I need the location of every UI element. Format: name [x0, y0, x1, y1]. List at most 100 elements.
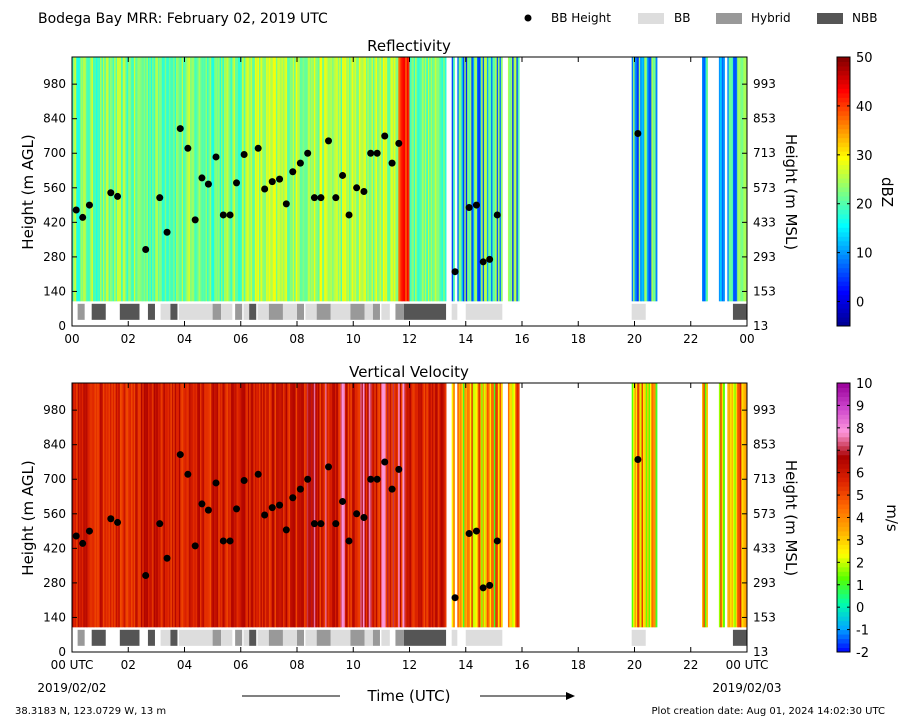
- heatmap-cell: [644, 383, 647, 628]
- colorbar-cell: [837, 544, 850, 550]
- colorbar-tick-label: 10: [856, 377, 873, 392]
- classification-segment-hybrid: [268, 303, 283, 320]
- heatmap-cell: [471, 383, 474, 628]
- heatmap-cell: [101, 57, 104, 302]
- heatmap-cell: [457, 57, 460, 302]
- heatmap-cell: [451, 57, 454, 302]
- bb-height-point: [72, 532, 80, 540]
- heatmap-cell: [105, 383, 108, 628]
- heatmap-cell: [256, 383, 259, 628]
- heatmap-cell: [86, 383, 88, 628]
- heatmap-cell: [104, 383, 107, 628]
- y-tick-label: 420: [43, 215, 66, 229]
- heatmap-cell: [468, 383, 471, 628]
- heatmap-cell: [482, 57, 485, 302]
- heatmap-cell: [72, 57, 74, 302]
- heatmap-cell: [444, 383, 447, 628]
- heatmap-cell: [364, 57, 367, 302]
- heatmap-cell: [735, 57, 738, 302]
- heatmap-cell: [249, 57, 251, 302]
- heatmap-cell: [237, 57, 240, 302]
- reflectivity-ylabel-right: Height (m MSL): [782, 134, 800, 250]
- bb-height-point: [360, 514, 368, 521]
- heatmap-cell: [124, 383, 126, 628]
- heatmap-cell: [131, 57, 133, 302]
- heatmap-cell: [396, 57, 399, 302]
- heatmap-cell: [512, 57, 514, 302]
- heatmap-cell: [73, 383, 76, 628]
- bb-height-point: [493, 211, 501, 219]
- heatmap-cell: [372, 383, 375, 628]
- heatmap-cell: [514, 383, 517, 628]
- heatmap-cell: [496, 383, 499, 628]
- heatmap-cell: [322, 383, 325, 628]
- heatmap-cell: [354, 57, 357, 302]
- heatmap-cell: [326, 57, 329, 302]
- heatmap-cell: [160, 383, 163, 628]
- colorbar-cell: [837, 164, 850, 170]
- heatmap-cell: [385, 383, 388, 628]
- bb-height-point: [493, 537, 501, 545]
- heatmap-cell: [500, 383, 503, 628]
- bb-height-point: [204, 180, 212, 188]
- heatmap-cell: [419, 383, 422, 628]
- heatmap-cell: [226, 57, 229, 302]
- heatmap-cell: [486, 383, 489, 628]
- heatmap-cell: [212, 57, 215, 302]
- classification-segment-nbb: [732, 629, 747, 646]
- heatmap-cell: [706, 383, 709, 628]
- heatmap-cell: [409, 383, 412, 628]
- heatmap-cell: [495, 383, 498, 628]
- y-tick-label: 980: [43, 403, 66, 417]
- heatmap-cell: [177, 383, 180, 628]
- heatmap-cell: [308, 57, 311, 302]
- bb-height-point: [233, 505, 241, 513]
- bb-height-point: [176, 125, 184, 133]
- heatmap-cell: [135, 383, 138, 628]
- heatmap-cell: [121, 383, 124, 628]
- heatmap-cell: [309, 383, 312, 628]
- x-tick-label: 00 UTC: [726, 658, 769, 672]
- y-tick-label-right: 573: [753, 181, 776, 195]
- heatmap-cell: [402, 57, 405, 302]
- heatmap-cell: [83, 383, 86, 628]
- colorbar-cell: [837, 409, 850, 415]
- colorbar-cell: [837, 504, 850, 510]
- heatmap-cell: [457, 383, 460, 628]
- heatmap-cell: [232, 57, 235, 302]
- heatmap-cell: [181, 57, 184, 302]
- heatmap-cell: [640, 57, 642, 302]
- classification-segment-nbb: [91, 303, 106, 320]
- heatmap-cell: [478, 57, 481, 302]
- heatmap-cell: [284, 57, 287, 302]
- heatmap-cell: [429, 57, 431, 302]
- y-tick-label: 840: [43, 112, 66, 126]
- heatmap-cell: [292, 57, 295, 302]
- heatmap-cell: [142, 57, 145, 302]
- colorbar-tick-label: 5: [856, 489, 864, 504]
- heatmap-cell: [149, 57, 152, 302]
- classification-segment-bb: [243, 303, 250, 320]
- heatmap-cell: [702, 383, 704, 628]
- heatmap-cell: [408, 383, 410, 628]
- heatmap-cell: [254, 57, 257, 302]
- y-tick-label-right: 993: [753, 77, 776, 91]
- heatmap-cell: [381, 383, 384, 628]
- heatmap-cell: [368, 57, 371, 302]
- vertical-velocity-ylabel: Height (m AGL): [19, 460, 37, 575]
- colorbar-cell: [837, 115, 850, 121]
- heatmap-cell: [472, 57, 475, 302]
- heatmap-cell: [164, 383, 167, 628]
- heatmap-cell: [76, 57, 79, 302]
- heatmap-cell: [257, 383, 260, 628]
- heatmap-cell: [349, 57, 351, 302]
- bb-height-point: [451, 268, 459, 276]
- heatmap-cell: [384, 383, 386, 628]
- heatmap-cell: [498, 383, 500, 628]
- heatmap-cell: [416, 383, 419, 628]
- colorbar-cell: [837, 200, 850, 206]
- heatmap-cell: [147, 383, 150, 628]
- heatmap-cell: [211, 57, 214, 302]
- heatmap-cell: [226, 383, 229, 628]
- colorbar-cell: [837, 486, 850, 492]
